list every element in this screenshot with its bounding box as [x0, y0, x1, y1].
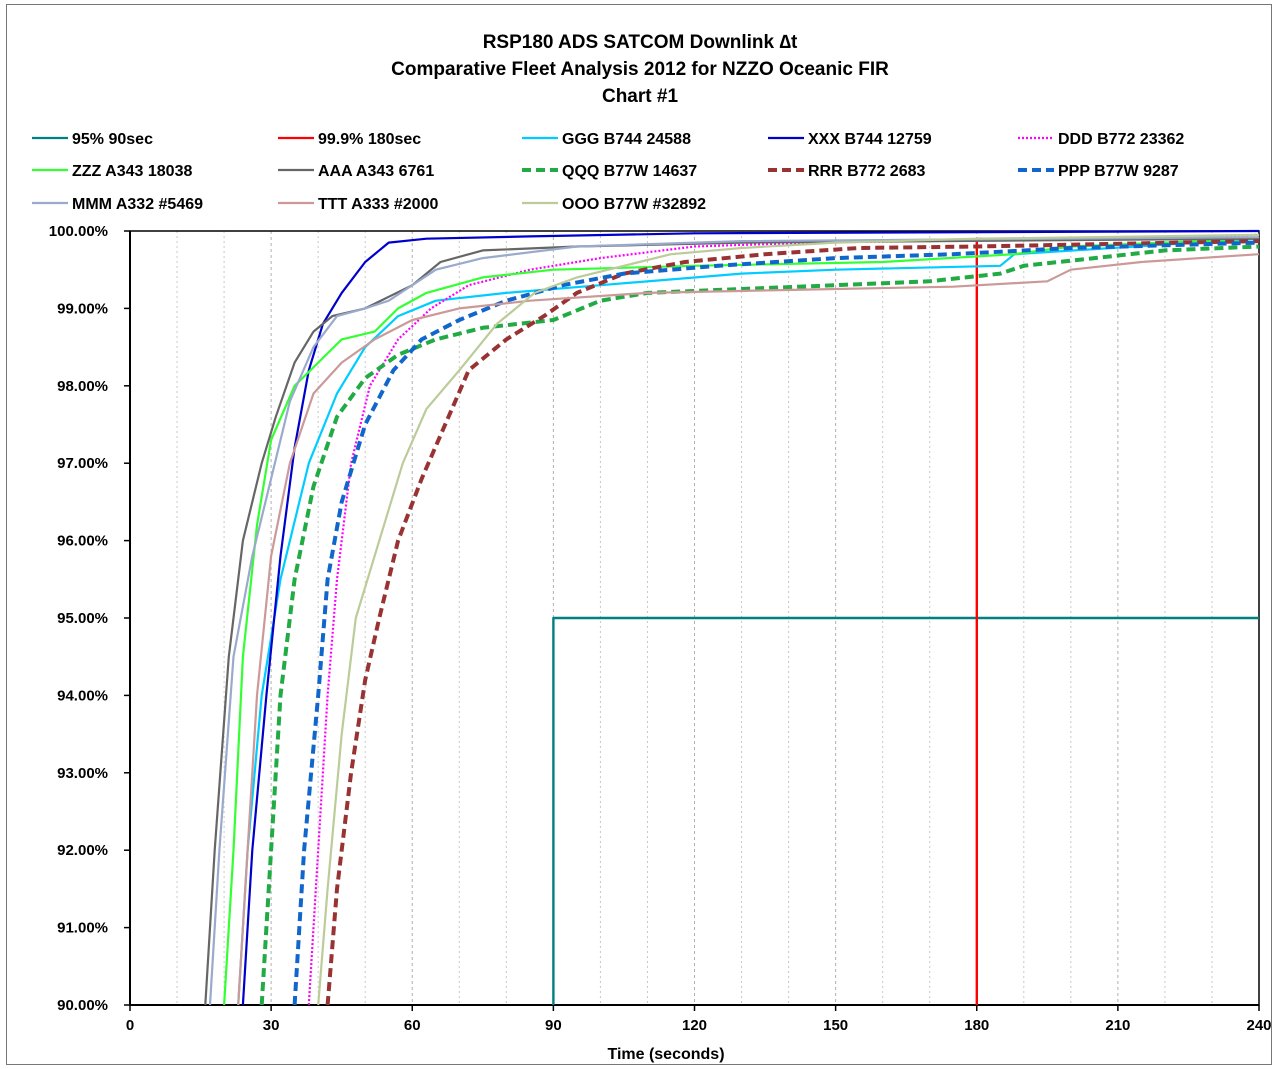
y-tick-label: 91.00%: [57, 920, 108, 937]
x-tick-label: 120: [682, 1017, 707, 1034]
legend-label-4: DDD B772 23362: [1058, 131, 1184, 148]
series-line-2: [237, 237, 1260, 1006]
legend-label-3: XXX B744 12759: [808, 131, 932, 148]
x-tick-label: 180: [964, 1017, 989, 1034]
y-tick-label: 92.00%: [57, 842, 108, 859]
series-line-12: [317, 233, 1260, 1006]
legend-label-7: QQQ B77W 14637: [562, 163, 697, 180]
chart-ticks: 90.00% 91.00% 92.00% 93.00% 94.00% 95.00% 96.0…: [49, 223, 1272, 1034]
y-tick-label: 98.00%: [57, 378, 108, 395]
chart-title-line-3: Chart #1: [602, 86, 678, 107]
series-line-7: [259, 244, 1260, 1006]
x-tick-label: 210: [1105, 1017, 1130, 1034]
legend-label-9: PPP B77W 9287: [1058, 163, 1179, 180]
y-tick-label: 97.00%: [57, 455, 108, 472]
chart-title-line-2: Comparative Fleet Analysis 2012 for NZZO…: [391, 59, 889, 80]
series-line-11: [237, 253, 1260, 1006]
x-tick-label: 90: [545, 1017, 562, 1034]
series-line-4: [307, 233, 1260, 1006]
series-line-8: [325, 239, 1260, 1006]
y-tick-label: 96.00%: [57, 533, 108, 550]
legend-label-2: GGG B744 24588: [562, 131, 691, 148]
chart-series: [204, 229, 1260, 1006]
legend-label-11: TTT A333 #2000: [318, 196, 438, 213]
series-line-6: [204, 237, 1260, 1006]
y-tick-label: 100.00%: [49, 223, 108, 240]
chart-legend: 95% 90sec 99.9% 180sec GGG B744 24588 XXX B…: [32, 131, 1184, 213]
chart-title-line-1: RSP180 ADS SATCOM Downlink ∆t: [483, 32, 798, 53]
x-tick-label: 150: [823, 1017, 848, 1034]
y-tick-label: 94.00%: [57, 687, 108, 704]
series-line-0: [552, 616, 1259, 1005]
legend-label-1: 99.9% 180sec: [318, 131, 421, 148]
x-axis-label: Time (seconds): [607, 1046, 724, 1063]
series-line-3: [241, 229, 1260, 1006]
y-tick-label: 99.00%: [57, 300, 108, 317]
legend-label-6: AAA A343 6761: [318, 163, 434, 180]
legend-label-0: 95% 90sec: [72, 131, 153, 148]
legend-label-12: OOO B77W #32892: [562, 196, 706, 213]
x-tick-label: 30: [263, 1017, 280, 1034]
y-tick-label: 90.00%: [57, 997, 108, 1014]
legend-label-5: ZZZ A343 18038: [72, 163, 192, 180]
y-tick-label: 95.00%: [57, 610, 108, 627]
x-tick-label: 240: [1246, 1017, 1271, 1034]
x-tick-label: 0: [126, 1017, 134, 1034]
series-line-10: [208, 236, 1260, 1006]
legend-label-10: MMM A332 #5469: [72, 196, 203, 213]
x-tick-label: 60: [404, 1017, 421, 1034]
legend-label-8: RRR B772 2683: [808, 163, 926, 180]
chart-title: RSP180 ADS SATCOM Downlink ∆t Comparativ…: [391, 32, 889, 107]
y-tick-label: 93.00%: [57, 765, 108, 782]
series-line-9: [292, 240, 1260, 1006]
